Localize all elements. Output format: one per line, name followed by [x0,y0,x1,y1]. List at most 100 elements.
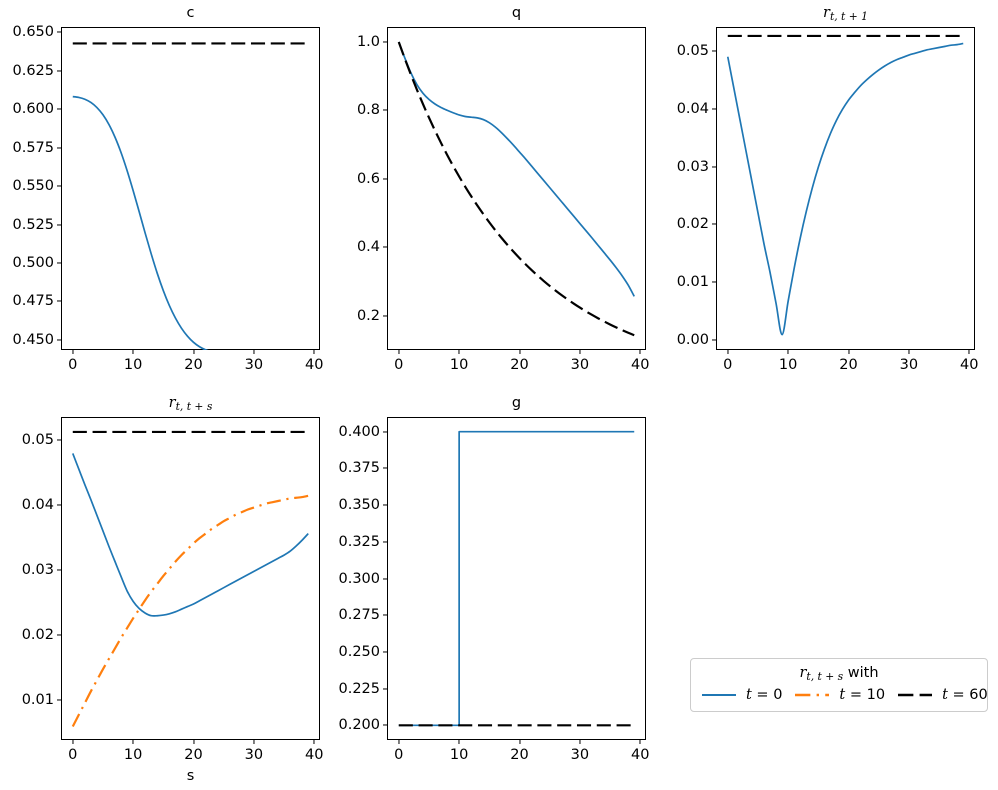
ytick-mark [712,281,716,283]
series-line-t-10 [71,494,309,728]
ytick-mark [383,651,387,653]
ytick-mark [712,50,716,52]
xtick-mark [458,350,460,354]
axes-frame-r_t_ts [61,417,320,740]
series-line-t-0 [398,430,635,727]
xtick-mark [639,350,641,354]
ytick-mark [383,41,387,43]
ytick-label: 0.600 [12,101,54,118]
xtick-mark [72,350,74,354]
subplot-title-q: q [511,5,522,21]
ytick-mark [57,224,61,226]
xtick-mark [787,350,789,354]
ytick-label: 0.4 [356,239,380,256]
ytick-mark [712,339,716,341]
legend-entry-1[interactable]: t = 10 [794,687,885,703]
ytick-mark [57,108,61,110]
ytick-label: 0.200 [338,717,380,734]
ytick-label: 0.375 [338,460,380,477]
subplot-g: g 0.200 0.225 0.250 0.275 0.300 0.325 0.350 0.37… [338,395,649,763]
ytick-mark [712,223,716,225]
ytick-label: 0.300 [338,570,380,587]
legend-entry-2[interactable]: t = 60 [897,687,988,703]
series-line-t-0 [72,95,209,350]
xtick-mark [398,350,400,354]
ytick-label: 1.0 [356,33,380,50]
xtick-label: 10 [123,357,143,373]
legend-entry-0[interactable]: t = 0 [701,687,782,703]
axes-frame-r_t_t1 [716,27,975,350]
legend-swatch-dashed-icon [898,693,933,697]
xtick-mark [313,350,315,354]
ytick-label: 0.400 [338,423,380,440]
ytick-label: 0.01 [676,274,709,291]
ytick-mark [712,108,716,110]
subplot-q: q 0.2 0.4 0.6 0.8 1.0 0 10 20 30 40 [357,5,650,373]
xtick-mark [192,350,195,354]
ytick-label: 0.250 [338,643,380,660]
subplot-title-c: c [186,5,195,21]
legend-entries: t = 0 t = 10 t = 60 [701,687,988,703]
ytick-mark [383,724,387,726]
ytick-mark [383,577,387,580]
ytick-label: 0.04 [676,100,709,117]
subplot-title-r_t_ts: rt, t + s [168,395,213,413]
xtick-mark [192,740,195,744]
ytick-mark [57,699,61,701]
xtick-label: 0 [68,747,78,763]
xtick-label: 40 [631,747,650,763]
series-line-t-60 [397,41,635,337]
xtick-mark [458,740,460,744]
plot-area-r_t_ts [71,430,309,728]
ytick-label: 0.03 [676,158,709,175]
xtick-label: 20 [184,357,203,373]
xtick-mark [253,350,255,354]
ytick-label: 0.01 [21,692,54,709]
xtick-mark [518,350,521,354]
plot-area-q [397,41,635,337]
xtick-mark [968,350,970,354]
subplot-title-r_t_t1: rt, t + 1 [823,5,868,23]
xtick-mark [847,350,850,354]
ytick-label: 0.05 [676,42,709,59]
xtick-mark [398,740,400,744]
xtick-label: 0 [68,357,78,373]
legend-label: t = 0 [746,687,783,703]
ytick-label: 0.350 [338,497,380,514]
subplot-r_t_t1: rt, t + 1 0.00 0.01 0.02 0.03 0.04 0.05 0 10 20 30… [677,5,979,373]
ytick-label: 0.03 [21,562,54,579]
legend-swatch-solid-icon [702,694,736,696]
ytick-mark [57,31,61,33]
xtick-mark [727,350,729,354]
ytick-mark [383,614,387,616]
ytick-mark [383,688,387,690]
ytick-label: 0.625 [12,62,54,79]
ytick-mark [383,109,387,111]
ytick-mark [383,541,387,543]
xtick-label: 10 [449,747,469,763]
ytick-label: 0.02 [676,216,709,233]
xaxis-label-r_t_ts: s [186,768,195,784]
ytick-label: 0.550 [12,178,54,195]
ytick-mark [57,147,61,149]
legend-swatch-dashdot-icon [795,693,830,697]
subplot-title-g: g [511,395,522,411]
xtick-label: 20 [510,357,529,373]
xtick-label: 10 [449,357,469,373]
xtick-label: 20 [510,747,529,763]
ytick-mark [57,339,61,341]
ytick-mark [383,504,387,506]
ytick-label: 0.525 [12,216,54,233]
ytick-mark [383,467,387,469]
ytick-mark [57,70,61,72]
xtick-label: 20 [839,357,858,373]
xtick-label: 40 [631,357,650,373]
xtick-mark [313,740,315,744]
xtick-label: 40 [305,357,324,373]
legend-title: rt, t + s with [799,665,879,683]
xtick-mark [579,740,581,744]
ytick-mark [57,634,61,636]
ytick-label: 0.2 [356,307,380,324]
xtick-mark [72,740,74,744]
